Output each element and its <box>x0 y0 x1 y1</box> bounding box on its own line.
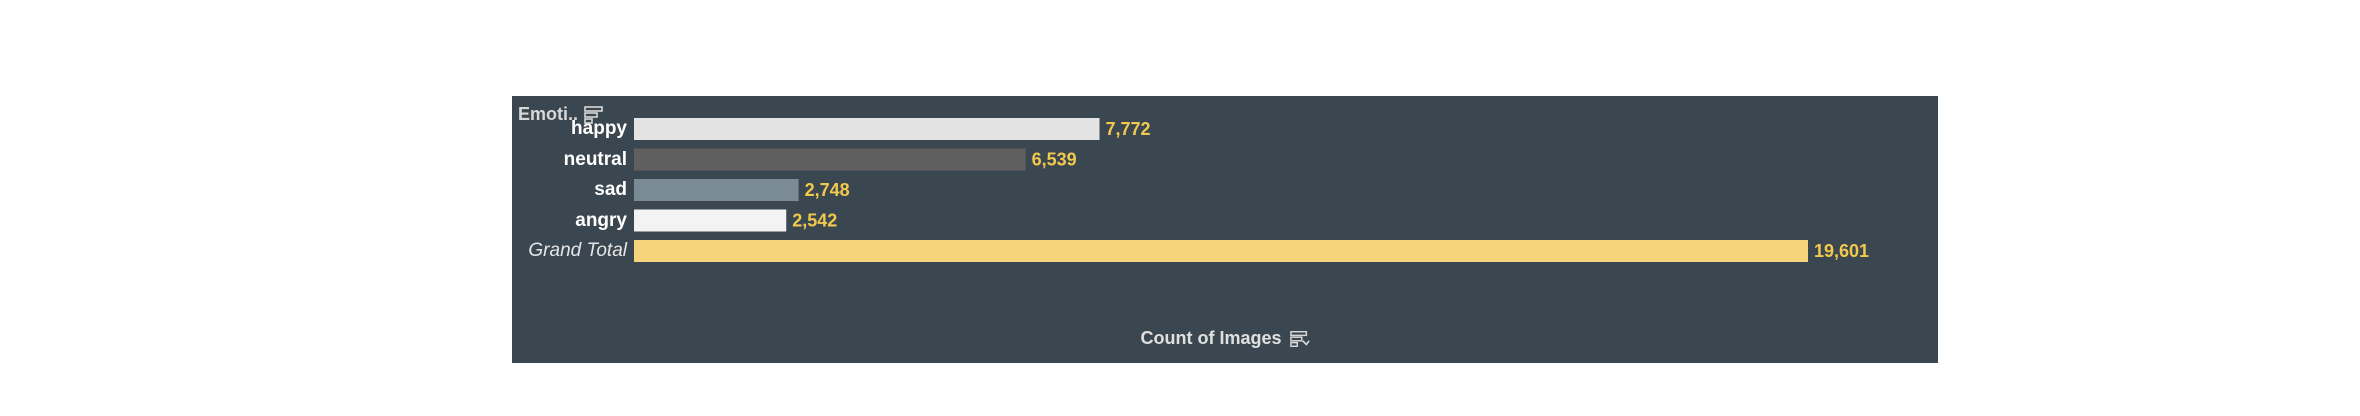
category-label: angry <box>575 209 627 231</box>
category-label: happy <box>571 118 627 139</box>
bar-grand-total[interactable] <box>634 240 1808 262</box>
category-label: neutral <box>563 148 627 170</box>
data-label: 7,772 <box>1106 119 1151 139</box>
chart-header: Emoti.. <box>518 104 604 125</box>
bar-happy[interactable] <box>634 118 1100 140</box>
bar-sad[interactable] <box>634 179 799 201</box>
data-label: 6,539 <box>1032 150 1077 170</box>
bar-angry[interactable] <box>634 209 787 232</box>
sort-descending-icon[interactable] <box>1289 330 1310 348</box>
category-labels: happy neutral sad angry Grand Total <box>512 96 627 363</box>
data-label: 2,542 <box>792 211 837 231</box>
x-axis-title-row: Count of Images <box>512 328 1938 349</box>
category-label: sad <box>594 179 627 200</box>
category-label: Grand Total <box>528 240 627 261</box>
data-label: 2,748 <box>805 180 850 200</box>
sort-icon[interactable] <box>584 105 604 124</box>
bar-chart: 7,772 6,539 2,748 2,542 19,601 <box>634 118 1869 262</box>
x-axis-title: Count of Images <box>1140 328 1282 348</box>
bar-neutral[interactable] <box>634 148 1026 171</box>
data-label: 19,601 <box>1814 241 1869 261</box>
chart-panel: Emoti.. happy neutral sad angry Grand Total … <box>512 96 1938 363</box>
dimension-header-label: Emoti.. <box>518 104 579 124</box>
